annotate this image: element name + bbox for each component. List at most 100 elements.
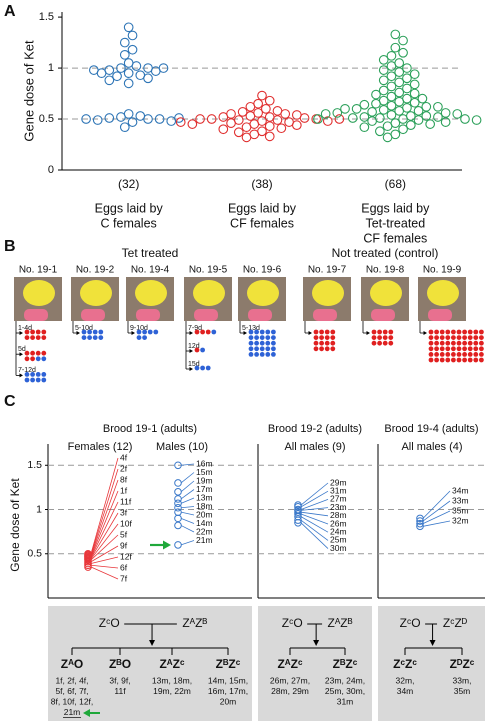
point-label: 5f — [120, 529, 128, 539]
point-label: 16m — [196, 458, 213, 468]
members: 11f — [114, 686, 126, 696]
leader-line — [300, 499, 329, 510]
egg-dot — [35, 329, 41, 335]
leader-line — [422, 520, 451, 527]
data-point — [233, 127, 244, 138]
egg-dot — [439, 352, 445, 357]
arrow-head — [189, 367, 193, 371]
genotype: ZᴬZᶜ — [159, 657, 184, 671]
egg-dot — [41, 377, 47, 383]
leader-line — [300, 522, 329, 549]
data-point — [245, 101, 256, 112]
egg-grid — [136, 329, 159, 340]
data-point — [320, 109, 331, 119]
data-point — [104, 75, 115, 86]
members: 8f, 10f, 12f, — [51, 696, 94, 706]
egg-dot — [271, 340, 276, 346]
members: 25m, 30m, — [325, 686, 365, 696]
egg-dot — [473, 352, 479, 357]
egg-dot — [371, 329, 377, 335]
egg-dot — [259, 352, 265, 357]
data-point — [433, 112, 443, 122]
cross-male: ZᴬZᴮ — [328, 616, 353, 630]
egg-dot — [439, 335, 445, 340]
data-point — [398, 47, 408, 58]
data-point — [367, 116, 377, 126]
flower — [24, 309, 48, 321]
photo — [418, 277, 466, 321]
point-label: 14m — [196, 518, 213, 528]
arrow-head — [308, 331, 312, 335]
egg-dot — [248, 346, 254, 352]
data-point — [127, 44, 138, 55]
flower — [194, 309, 218, 321]
egg-dot — [35, 372, 41, 377]
egg-dot — [479, 352, 484, 357]
photo — [361, 277, 409, 321]
y-tick-label: 1 — [48, 62, 54, 74]
data-point — [291, 120, 302, 130]
egg-dot — [473, 357, 479, 363]
egg-dot — [271, 352, 276, 357]
members: 28m, 29m — [271, 686, 309, 696]
data-point — [425, 119, 436, 129]
egg-dot — [462, 340, 467, 346]
category-label: CF females — [363, 231, 427, 245]
egg-dot — [248, 340, 254, 346]
series-name: All males (9) — [284, 441, 345, 453]
point-label: 29m — [330, 477, 347, 487]
y-tick-label: 0 — [48, 164, 54, 176]
leader-line — [90, 566, 119, 580]
chart-title: Brood 19-2 (adults) — [268, 423, 362, 435]
photo — [126, 277, 174, 321]
photo — [303, 277, 351, 321]
egg-dot — [81, 335, 87, 340]
data-point — [409, 79, 420, 90]
arrow-head — [19, 373, 23, 378]
data-point — [116, 63, 126, 73]
data-point — [421, 111, 432, 121]
clutch-label: 12d — [188, 343, 200, 350]
y-tick-label: 1 — [36, 503, 42, 515]
data-point — [440, 117, 451, 127]
point-label: 18m — [196, 501, 213, 511]
leader-line — [180, 497, 195, 504]
point-label: 31m — [330, 485, 347, 495]
data-point — [112, 71, 122, 82]
clutch-label: 5-13d — [242, 325, 260, 332]
clutch-label: 1-4d — [18, 325, 32, 332]
leader-line — [422, 500, 451, 522]
egg-grid — [24, 372, 47, 383]
egg-grid — [194, 329, 217, 335]
egg-dot — [434, 340, 439, 346]
leader-line — [422, 510, 451, 525]
series-name: Males (10) — [156, 441, 208, 453]
data-point — [245, 111, 256, 121]
data-point — [174, 479, 182, 487]
data-point — [471, 115, 482, 125]
egg-dot — [388, 329, 394, 335]
data-point — [416, 522, 424, 531]
point-label: 10f — [120, 518, 132, 528]
egg-dot — [313, 335, 319, 340]
egg-dot — [24, 377, 30, 383]
data-point — [386, 110, 397, 120]
point-label: 15m — [196, 467, 213, 477]
leader-line — [90, 523, 119, 560]
egg-dot — [319, 346, 324, 352]
series-name: Females (12) — [68, 441, 133, 453]
data-point — [123, 78, 134, 89]
count-label: (32) — [118, 177, 139, 191]
leader-line — [90, 556, 119, 564]
data-point — [413, 106, 424, 116]
data-point — [359, 122, 370, 133]
data-point — [405, 120, 416, 130]
egg-dot — [205, 365, 211, 371]
data-point — [413, 115, 424, 125]
egg-dot — [41, 350, 47, 356]
cross-male: ZᴬZᴮ — [182, 616, 207, 630]
egg-dot — [479, 335, 484, 340]
egg-dot — [259, 329, 265, 335]
leader-line — [180, 463, 195, 466]
